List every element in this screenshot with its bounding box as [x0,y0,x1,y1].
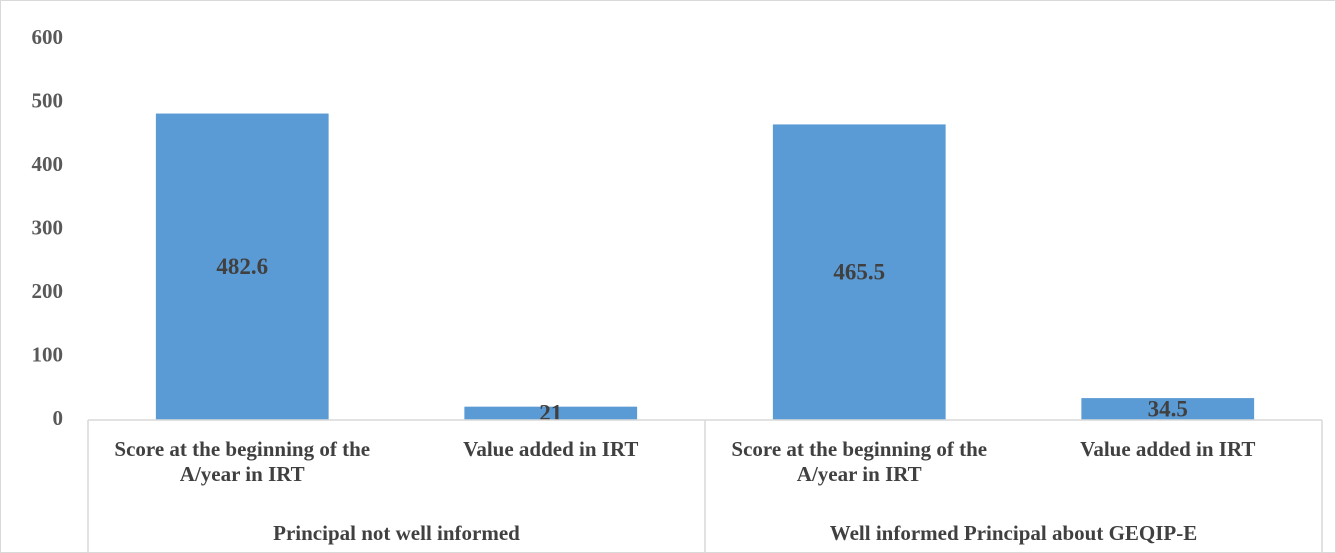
y-tick-label: 500 [32,88,64,112]
y-tick-label: 600 [32,25,64,49]
x-tick-label: Score at the beginning of the A/year in … [114,437,371,486]
x-tick-label: Value added in IRT [463,437,639,461]
data-label: 465.5 [833,259,885,284]
group-label: Well informed Principal about GEQIP-E [829,521,1198,545]
data-label: 34.5 [1148,396,1188,421]
group-label: Principal not well informed [273,521,520,545]
y-tick-label: 0 [53,406,64,430]
data-label: 21 [539,401,562,426]
bar [464,406,638,420]
y-tick-label: 300 [32,215,64,239]
bar [155,113,329,420]
data-label: 482.6 [216,254,268,279]
x-tick-label: Score at the beginning of the A/year in … [731,437,988,486]
y-tick-label: 400 [32,152,64,176]
y-tick-label: 100 [32,342,64,366]
bar [1081,398,1255,420]
y-tick-label: 200 [32,279,64,303]
bar [772,124,946,420]
x-tick-label: Value added in IRT [1080,437,1256,461]
